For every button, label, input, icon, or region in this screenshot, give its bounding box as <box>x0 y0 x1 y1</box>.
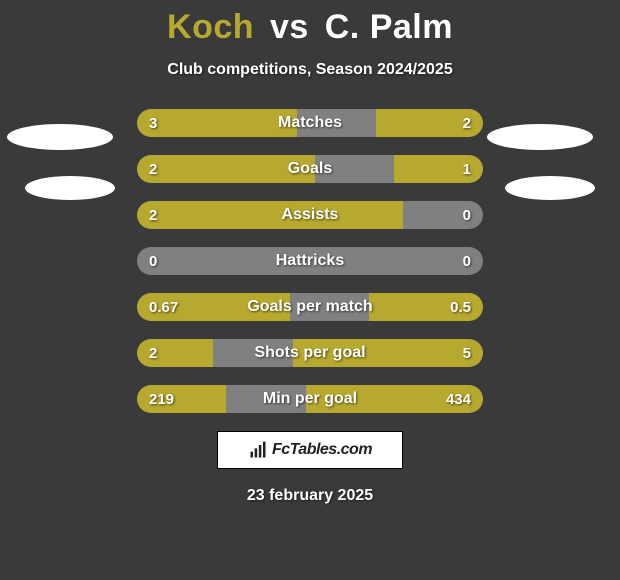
stat-row: 20Assists <box>137 201 483 229</box>
decorative-ellipse <box>505 176 595 200</box>
player1-name: Koch <box>167 8 254 46</box>
decorative-ellipse <box>7 124 113 150</box>
stat-fill-left <box>137 201 403 229</box>
decorative-ellipse <box>487 124 593 150</box>
vs-separator: vs <box>270 8 309 46</box>
stat-fill-right <box>376 109 483 137</box>
stats-container: 32Matches21Goals20Assists00Hattricks0.67… <box>0 109 620 413</box>
stat-row: 25Shots per goal <box>137 339 483 367</box>
stat-fill-left <box>137 155 315 183</box>
chart-icon <box>248 440 268 460</box>
comparison-title: Koch vs C. Palm <box>0 0 620 47</box>
stat-row: 32Matches <box>137 109 483 137</box>
stat-fill-right <box>369 293 483 321</box>
brand-text: FcTables.com <box>272 441 372 459</box>
brand-box: FcTables.com <box>217 431 403 469</box>
subtitle: Club competitions, Season 2024/2025 <box>0 61 620 79</box>
stat-fill-left <box>137 385 226 413</box>
stat-value-right: 0 <box>463 247 471 275</box>
stat-row: 21Goals <box>137 155 483 183</box>
stat-label: Hattricks <box>137 247 483 275</box>
stat-value-left: 0 <box>149 247 157 275</box>
stat-fill-left <box>137 293 290 321</box>
stat-fill-right <box>306 385 483 413</box>
decorative-ellipse <box>25 176 115 200</box>
stat-fill-right <box>394 155 483 183</box>
stat-row: 0.670.5Goals per match <box>137 293 483 321</box>
stat-fill-left <box>137 109 297 137</box>
stat-fill-left <box>137 339 213 367</box>
player2-name: C. Palm <box>325 8 453 46</box>
date-text: 23 february 2025 <box>0 487 620 505</box>
stat-fill-right <box>293 339 483 367</box>
stat-row: 219434Min per goal <box>137 385 483 413</box>
stat-value-right: 0 <box>463 201 471 229</box>
stat-row: 0 0Hattricks <box>137 247 483 275</box>
